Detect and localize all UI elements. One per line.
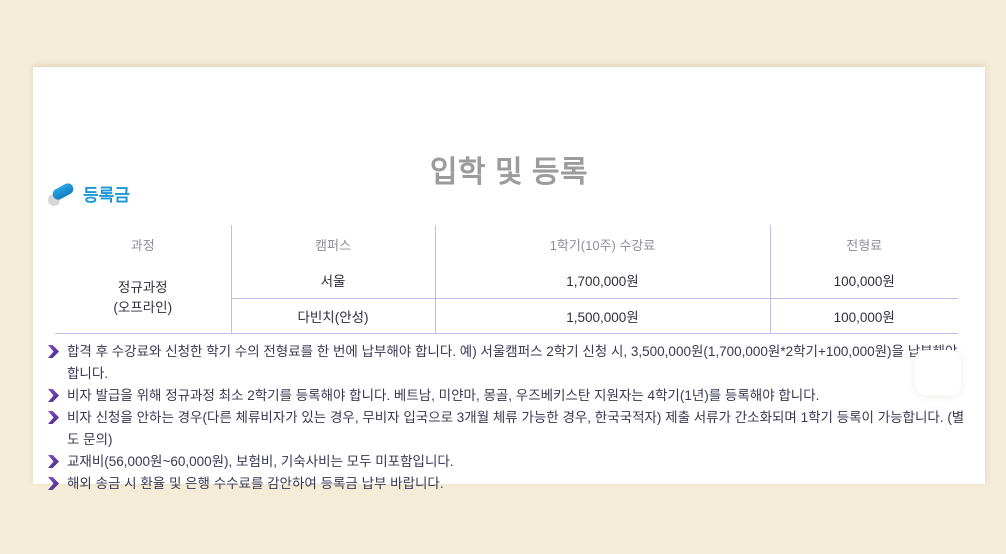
note-item: 합격 후 수강료와 신청한 학기 수의 전형료를 한 번에 납부해야 합니다. … <box>48 341 968 385</box>
table-row-davinci: 다빈치(안성) 1,500,000원 100,000원 <box>55 297 958 333</box>
note-text: 해외 송금 시 환율 및 은행 수수료를 감안하여 등록금 납부 바랍니다. <box>67 476 444 491</box>
note-text: 비자 발급을 위해 정규과정 최소 2학기를 등록해야 합니다. 베트남, 미얀… <box>67 388 820 403</box>
campus-cell: 서울 <box>230 263 435 298</box>
pill-icon-blue-capsule <box>50 181 76 202</box>
note-item: 비자 발급을 위해 정규과정 최소 2학기를 등록해야 합니다. 베트남, 미얀… <box>48 385 968 407</box>
note-text: 비자 신청을 안하는 경우(다른 체류비자가 있는 경우, 무비자 입국으로 3… <box>67 410 965 447</box>
pill-icon <box>48 181 76 206</box>
ghost-panel <box>915 350 961 395</box>
note-item: 비자 신청을 안하는 경우(다른 체류비자가 있는 경우, 무비자 입국으로 3… <box>48 407 968 451</box>
section-heading: 등록금 <box>48 181 130 206</box>
chevron-bullet-icon <box>48 411 59 424</box>
application-fee-cell: 100,000원 <box>769 263 958 298</box>
content-card: 입학 및 등록 등록금 과정 캠퍼스 1학기(10주) 수강료 전형료 <box>33 67 985 491</box>
notes-list: 합격 후 수강료와 신청한 학기 수의 전형료를 한 번에 납부해야 합니다. … <box>48 341 968 495</box>
course-mode: (오프라인) <box>113 299 173 315</box>
course-name: 정규과정 <box>117 279 168 295</box>
chevron-bullet-icon <box>48 345 59 358</box>
col-header-course: 과정 <box>130 237 155 253</box>
note-item: 교재비(56,000원~60,000원), 보험비, 기숙사비는 모두 미포함입… <box>48 451 968 473</box>
chevron-bullet-icon <box>48 477 59 490</box>
table-header-row: 과정 캠퍼스 1학기(10주) 수강료 전형료 <box>55 225 958 263</box>
section-heading-label: 등록금 <box>83 186 130 205</box>
col-header-campus: 캠퍼스 <box>230 225 435 263</box>
application-fee-cell: 100,000원 <box>769 297 958 333</box>
chevron-bullet-icon <box>48 455 59 468</box>
note-text: 합격 후 수강료와 신청한 학기 수의 전형료를 한 번에 납부해야 합니다. … <box>67 344 958 381</box>
note-text: 교재비(56,000원~60,000원), 보험비, 기숙사비는 모두 미포함입… <box>67 454 454 469</box>
page-title: 입학 및 등록 <box>429 156 589 189</box>
col-header-application-fee: 전형료 <box>769 225 958 263</box>
table-row-seoul: 정규과정 (오프라인) 서울 1,700,000원 100,000원 <box>55 263 958 315</box>
tuition-cell: 1,500,000원 <box>434 297 770 333</box>
campus-cell: 다빈치(안성) <box>230 297 435 333</box>
chevron-bullet-icon <box>48 389 59 402</box>
col-header-tuition: 1학기(10주) 수강료 <box>434 225 770 263</box>
tuition-table: 과정 캠퍼스 1학기(10주) 수강료 전형료 정규과정 (오프라인) 서울 1… <box>55 225 958 334</box>
tuition-cell: 1,700,000원 <box>434 263 770 298</box>
note-item: 해외 송금 시 환율 및 은행 수수료를 감안하여 등록금 납부 바랍니다. <box>48 473 968 495</box>
course-cell: 정규과정 (오프라인) <box>55 263 231 333</box>
